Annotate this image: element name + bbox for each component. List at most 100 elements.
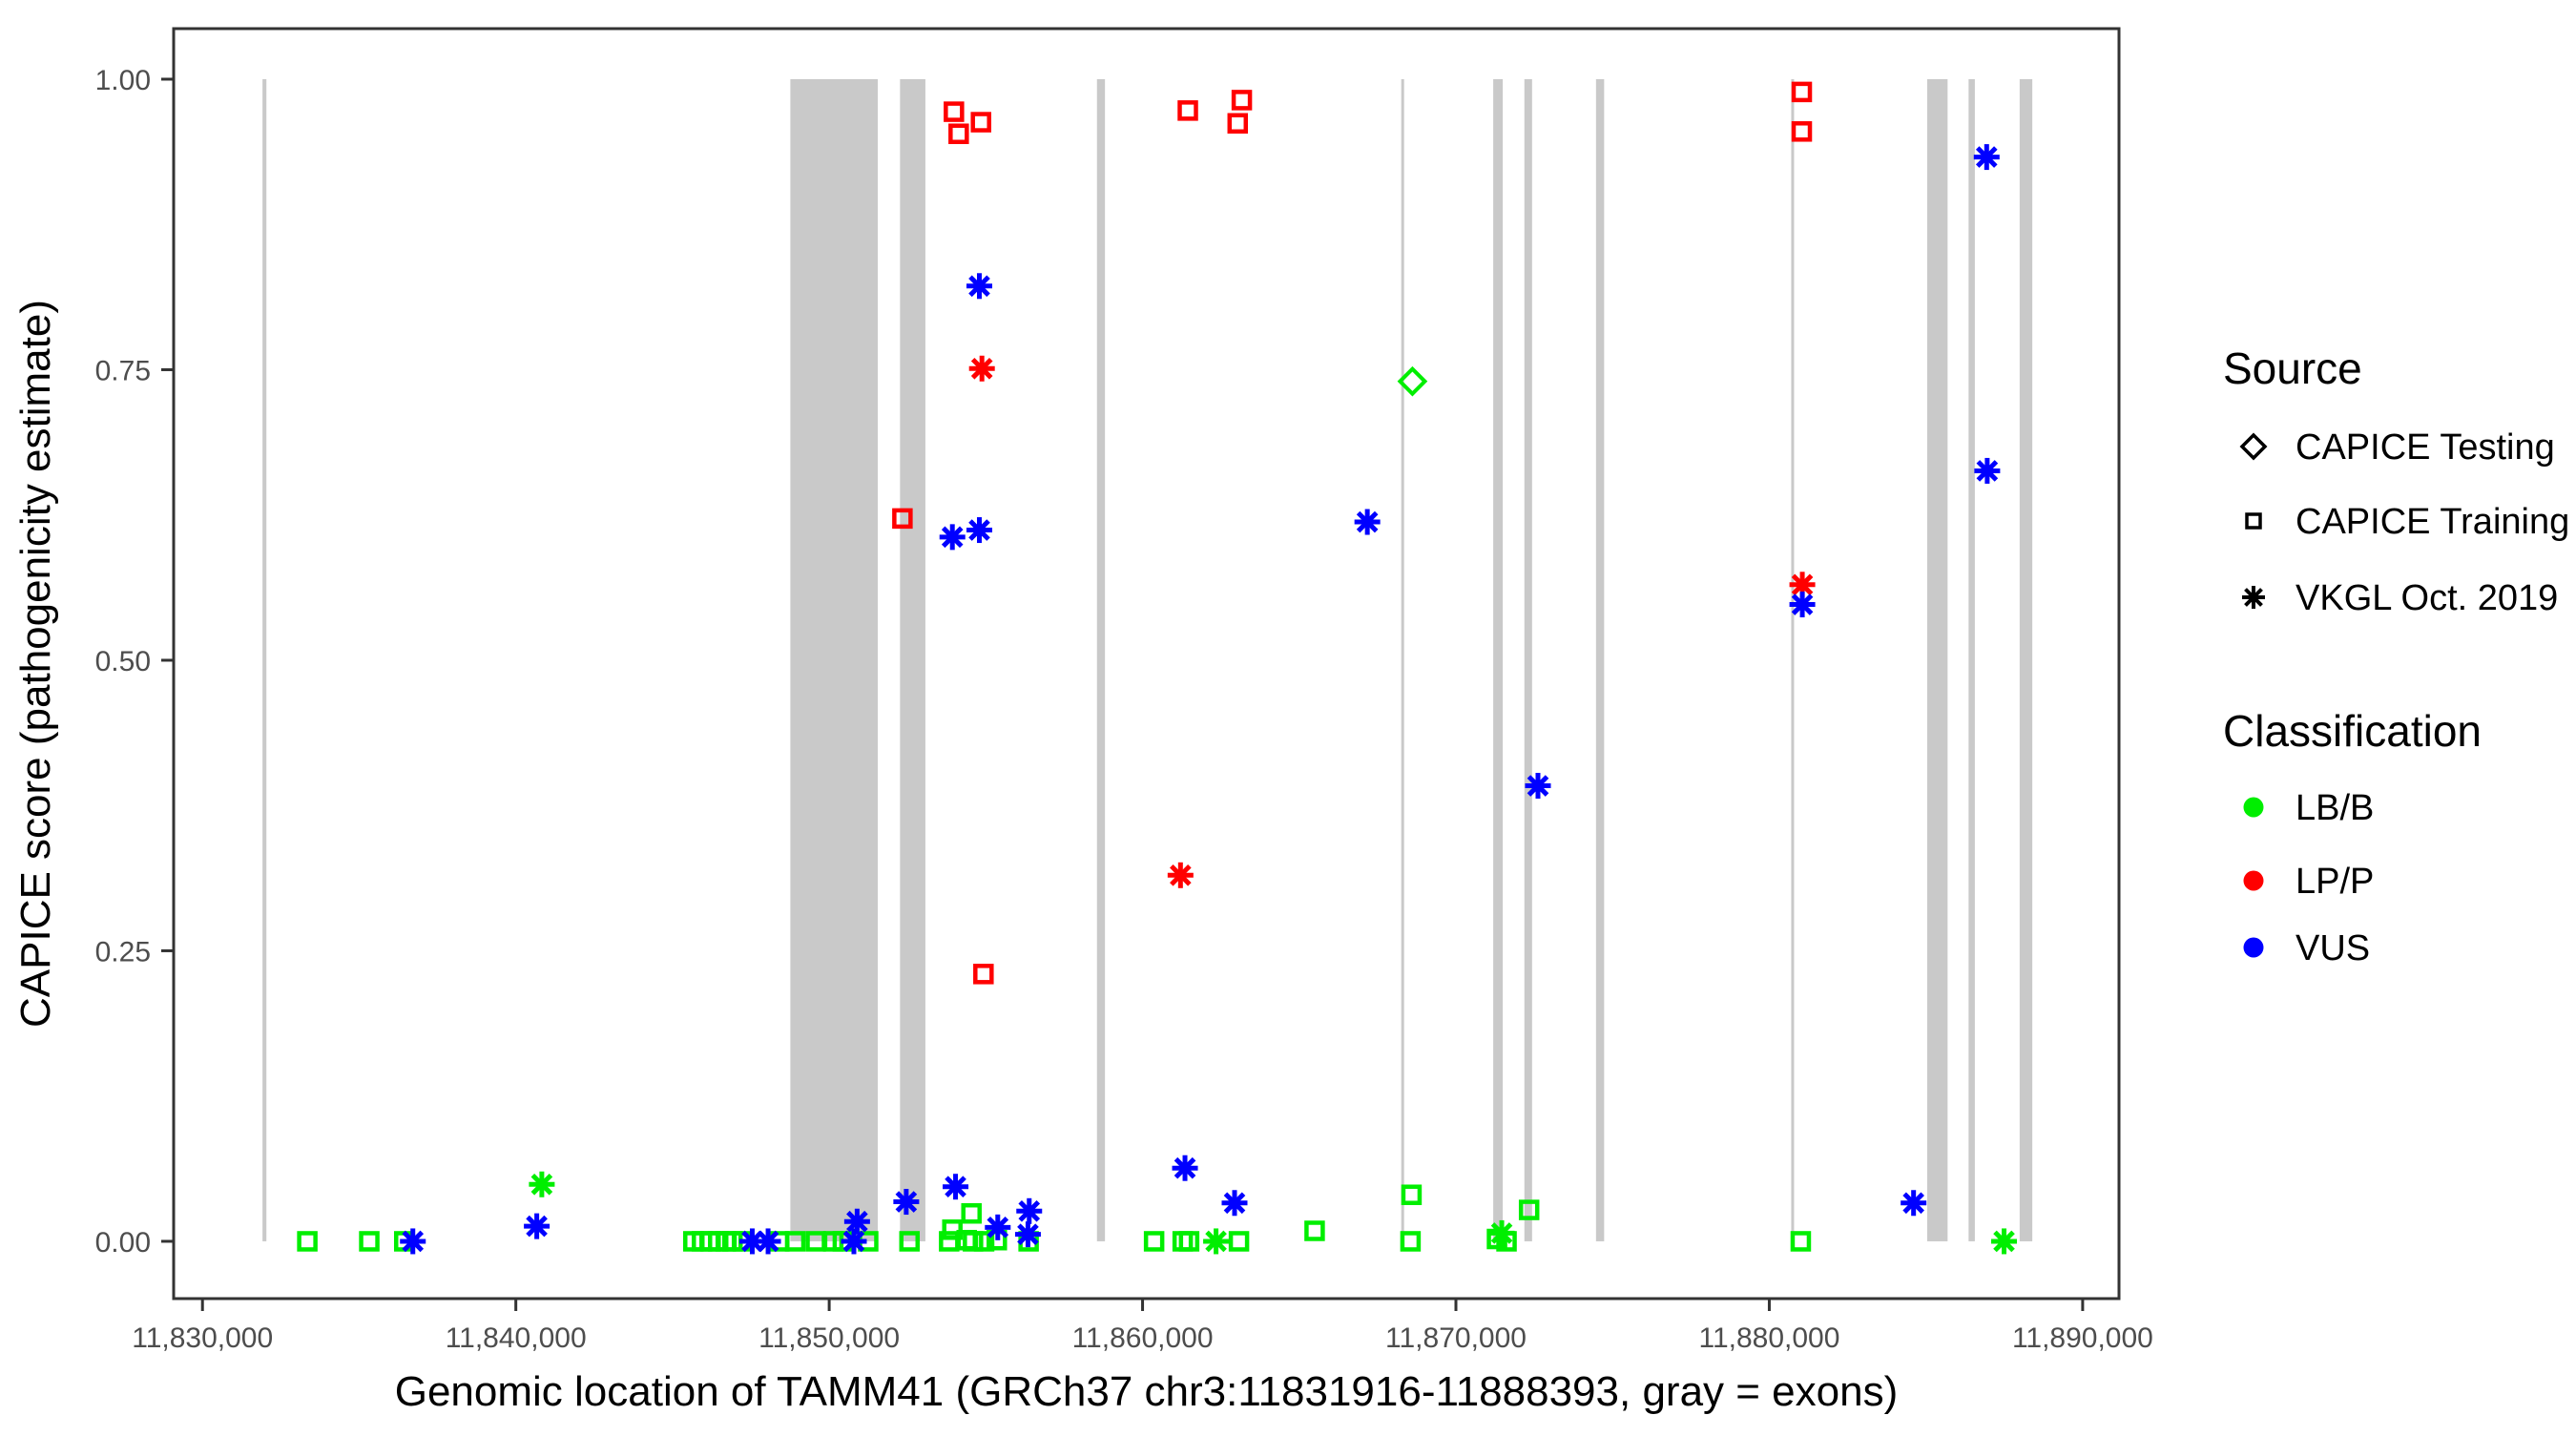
data-point-square [297,1231,318,1252]
data-point-asterisk [1174,1156,1196,1179]
data-point-square [1401,1184,1423,1205]
data-point-asterisk [526,1215,548,1238]
exon-bar [1493,78,1504,1241]
data-point-asterisk [842,1230,865,1253]
legend-source-item-label: VKGL Oct. 2019 [2296,578,2558,618]
data-point-asterisk [1356,510,1379,533]
data-point-square [973,964,994,985]
data-point-square [1304,1220,1325,1241]
x-tick-label: 11,890,000 [2012,1322,2153,1354]
data-point-square [1791,81,1813,103]
data-point-square [892,508,913,530]
x-tick-label: 11,860,000 [1072,1322,1214,1354]
data-point-square [961,1202,982,1224]
data-point-asterisk [530,1173,553,1196]
exon-bar [1595,78,1605,1241]
exon-bar [1968,78,1975,1241]
exon-bar [262,78,267,1241]
data-point-square [1227,113,1249,135]
exon-bar [1791,78,1795,1241]
legend-source-item-label: CAPICE Testing [2296,427,2555,468]
legend-color-dot-icon [2243,797,2264,818]
data-point-asterisk [757,1230,779,1253]
data-point-asterisk [1018,1199,1041,1222]
data-point-square [784,1231,806,1252]
x-tick-label: 11,840,000 [446,1322,587,1354]
data-point-asterisk [941,526,964,549]
y-axis-title: CAPICE score (pathogenicity estimate) [12,300,59,1028]
data-point-asterisk [1527,775,1549,797]
data-point-diamond [1397,365,1428,397]
data-point-square [942,1219,963,1240]
data-point-square [970,112,991,133]
exon-bar [900,78,925,1241]
data-point-square [944,101,965,122]
y-tick-label: 0.50 [95,646,151,677]
data-point-asterisk [1490,1222,1513,1244]
data-point-asterisk [945,1176,966,1198]
data-point-square [1518,1199,1540,1220]
legend-asterisk-icon [2244,588,2263,607]
data-point-asterisk [1976,460,1999,482]
data-point-asterisk [1902,1192,1924,1215]
legend-classification-item-label: LP/P [2296,862,2374,902]
x-axis-title: Genomic location of TAMM41 (GRCh37 chr3:… [395,1368,1899,1415]
x-tick-label: 11,880,000 [1698,1322,1839,1354]
data-point-square [1231,90,1253,111]
x-tick-label: 11,850,000 [758,1322,900,1354]
data-point-asterisk [1993,1230,2015,1253]
exon-bar [2019,78,2033,1241]
data-point-square [1178,1231,1200,1252]
data-point-square [973,1231,995,1252]
data-point-square [1791,121,1813,142]
legend-diamond-icon [2239,432,2268,461]
data-point-asterisk [1205,1230,1227,1253]
data-point-asterisk [1170,864,1192,886]
data-point-asterisk [968,519,990,541]
data-point-square [948,123,969,144]
legend-classification-item-label: VUS [2296,928,2370,968]
data-point-asterisk [741,1230,763,1253]
data-point-square [1177,100,1198,121]
data-point-square [899,1231,921,1252]
data-point-asterisk [987,1217,1009,1238]
data-point-asterisk [968,275,990,298]
legend-square-icon [2245,512,2262,530]
data-point-asterisk [846,1210,868,1233]
y-tick-label: 0.25 [95,936,151,968]
legend-color-dot-icon [2243,870,2264,891]
legend-source-item-label: CAPICE Training [2296,502,2569,542]
legend-source-title: Source [2223,343,2362,393]
x-tick-label: 11,870,000 [1385,1322,1527,1354]
exon-bar [1926,78,1948,1241]
exon-bar [1524,78,1532,1241]
data-point-square [1143,1231,1165,1252]
exon-bar [1096,78,1106,1241]
data-point-asterisk [1791,593,1814,615]
data-point-asterisk [1223,1192,1246,1215]
y-tick-label: 1.00 [95,65,151,96]
y-tick-label: 0.00 [95,1227,151,1259]
legend-classification-title: Classification [2223,706,2482,756]
data-point-asterisk [1975,146,1998,168]
data-point-asterisk [402,1230,425,1253]
legend-classification-item-label: LB/B [2296,788,2374,828]
data-point-asterisk [1791,573,1814,596]
data-point-asterisk [970,357,993,380]
data-point-square [963,1231,984,1252]
data-point-asterisk [1017,1223,1039,1245]
x-tick-label: 11,830,000 [132,1322,273,1354]
data-point-square [1790,1231,1812,1252]
y-tick-label: 0.75 [95,355,151,386]
data-point-asterisk [895,1191,918,1213]
exon-bar [1401,78,1404,1241]
legend-color-dot-icon [2243,937,2264,958]
data-point-square [1400,1231,1422,1252]
data-point-square [1228,1231,1250,1252]
exon-bar [790,78,879,1241]
panel-border [172,27,2121,1301]
data-point-square [359,1231,380,1252]
